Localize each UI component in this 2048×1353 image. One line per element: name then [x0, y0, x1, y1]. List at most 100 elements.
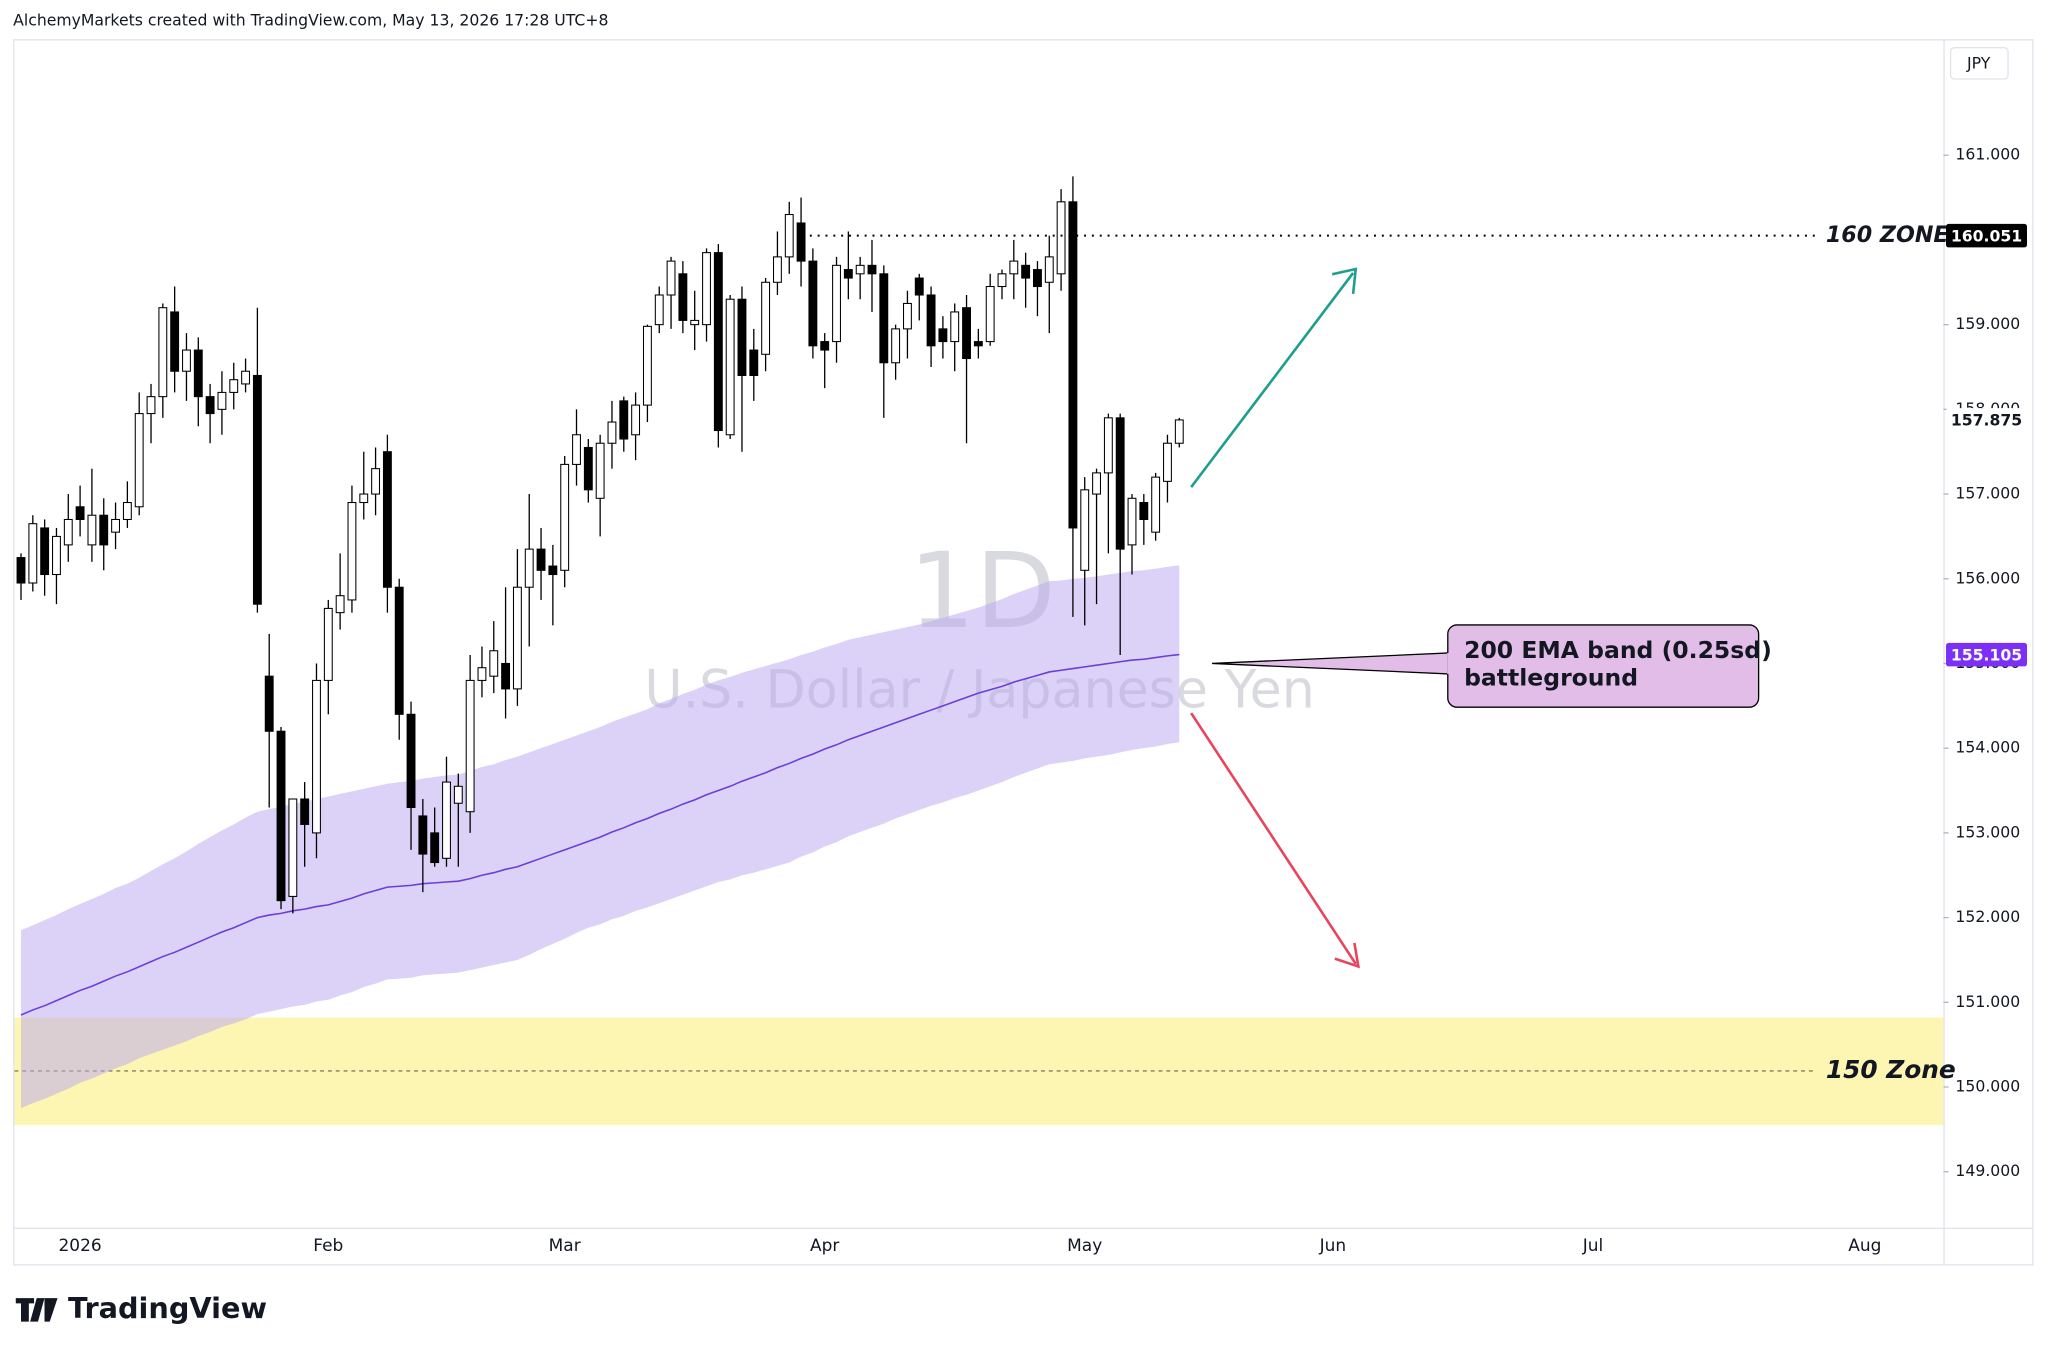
candle-body — [749, 349, 759, 376]
candle-body — [1139, 502, 1149, 520]
candle-body — [418, 815, 428, 855]
logo-text: TradingView — [68, 1291, 267, 1325]
candle-body — [619, 400, 629, 440]
candle-body — [1044, 256, 1054, 283]
logo-mark — [15, 1298, 58, 1322]
logo: TradingView — [15, 1291, 267, 1325]
candle-body — [276, 730, 286, 902]
candle-body — [702, 252, 711, 326]
candle-body — [843, 269, 853, 279]
candle-body — [146, 396, 156, 415]
callout-line: battleground — [1464, 664, 1638, 692]
candle-body — [382, 451, 392, 588]
candle-body — [1163, 442, 1172, 482]
candle-body — [394, 586, 404, 715]
candle-body — [784, 214, 794, 258]
candle-body — [40, 527, 50, 576]
y-tick-label: 159.000 — [1955, 314, 2020, 333]
candle-body — [371, 468, 381, 495]
resistance-price-tag: 160.051 — [1951, 226, 2022, 245]
y-tick-label: 157.000 — [1955, 484, 2020, 503]
x-tick-label: 2026 — [59, 1236, 102, 1256]
currency-box[interactable] — [1949, 47, 2009, 80]
x-tick-label: Apr — [810, 1236, 839, 1256]
resistance-label: 160 ZONE — [1826, 222, 1949, 248]
candle-body — [536, 548, 546, 571]
candle-body — [820, 341, 830, 351]
candle-body — [252, 374, 262, 605]
candle-body — [796, 222, 806, 262]
candle-body — [560, 463, 570, 571]
y-tick-label: 153.000 — [1955, 822, 2020, 841]
candle-body — [1174, 419, 1184, 444]
candle-body — [182, 349, 191, 372]
candle-body — [548, 565, 558, 576]
drawings: 200 EMA band (0.25sd) battleground — [1190, 267, 1772, 969]
candle-body — [87, 514, 97, 546]
last-price-tag: 157.875 — [1951, 411, 2022, 430]
candle-body — [808, 260, 818, 347]
candle-body — [678, 273, 688, 321]
header: AlchemyMarkets created with TradingView.… — [13, 10, 608, 29]
candle-body — [288, 798, 298, 897]
candle-body — [193, 349, 203, 398]
ema-line — [20, 653, 1180, 1016]
candle-body — [28, 523, 38, 584]
candle-body — [891, 328, 901, 364]
candle-body — [737, 298, 747, 376]
candle-body — [1092, 472, 1101, 495]
candle-body — [607, 421, 617, 444]
candle-body — [654, 294, 664, 326]
candle-body — [75, 506, 85, 520]
candle-body — [950, 311, 960, 343]
candle-body — [666, 260, 676, 296]
candle-body — [524, 548, 534, 588]
candle-body — [595, 442, 605, 499]
candle-body — [1127, 497, 1137, 546]
x-tick-label: Feb — [313, 1236, 343, 1256]
candle-body — [855, 264, 865, 275]
candle-body — [229, 379, 239, 393]
callout-line: 200 EMA band (0.25sd) — [1464, 636, 1772, 664]
candle-body — [241, 370, 251, 385]
x-tick-label: Mar — [549, 1236, 581, 1256]
candle-body — [583, 446, 593, 491]
candle-body — [158, 307, 168, 398]
candle-body — [465, 679, 475, 813]
candle-body — [772, 256, 782, 283]
candle-body — [335, 595, 345, 614]
candle-body — [761, 281, 771, 355]
zone-label: 150 Zone — [1826, 1055, 1956, 1084]
candle-body — [323, 607, 333, 681]
candle-body — [16, 557, 26, 584]
y-tick-label: 154.000 — [1955, 738, 2020, 757]
candle-body — [501, 662, 511, 690]
candle-body — [111, 518, 120, 533]
candle-body — [962, 307, 971, 360]
candle-body — [1021, 264, 1031, 279]
down-arrow-head — [1334, 942, 1360, 969]
candle-body — [52, 535, 61, 576]
candle-body — [1103, 417, 1113, 474]
candle-body — [903, 302, 912, 330]
candle-body — [406, 713, 416, 808]
candle-body — [713, 252, 723, 432]
y-tick-label: 149.000 — [1955, 1161, 2020, 1180]
candle-body — [879, 273, 889, 364]
candle-body — [512, 586, 522, 690]
candle-body — [690, 319, 700, 326]
plot: 149.000 150.000 151.000 152.000 153.000 154.0… — [14, 145, 2027, 1256]
candle-body — [312, 679, 321, 834]
candle-body — [867, 264, 877, 275]
candle-body — [453, 785, 463, 804]
x-tick-label: Aug — [1848, 1236, 1881, 1256]
down-arrow — [1190, 712, 1357, 965]
candle-body — [1080, 489, 1090, 571]
candle-body — [170, 311, 180, 372]
candle-body — [938, 328, 948, 343]
y-tick-label: 151.000 — [1955, 992, 2020, 1011]
y-tick-label: 161.000 — [1955, 145, 2020, 164]
candle-body — [99, 514, 109, 546]
candle-body — [642, 325, 652, 406]
